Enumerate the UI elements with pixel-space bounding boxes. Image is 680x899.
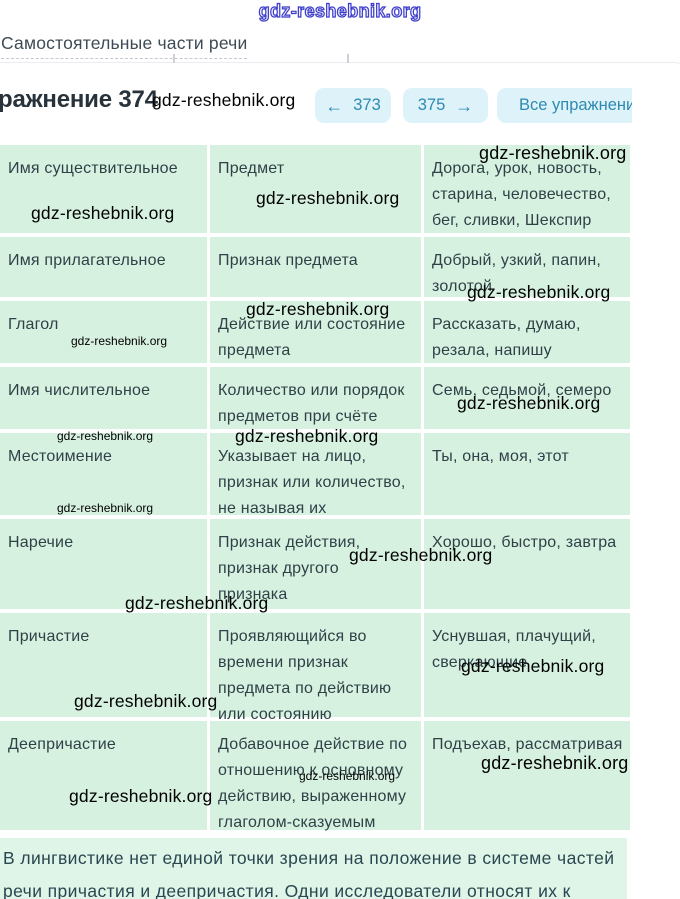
watermark: gdz-reshebnik.org [467,282,611,302]
table-cell-part: Деепричастие [0,721,207,830]
table-cell-part: Наречие [0,519,207,609]
table-cell-examples: Подъехав, рассматривая [424,721,630,830]
exercise-title: ражнение 374 [0,86,158,113]
watermark: gdz-reshebnik.org [31,203,175,223]
next-exercise-button[interactable]: 375 → [403,88,488,123]
watermark: gdz-reshebnik.org [299,769,396,783]
watermark: gdz-reshebnik.org [69,786,213,806]
table-cell-examples: Дорога, урок, новость, старина, человече… [424,145,630,233]
table-cell-meaning: Признак действия, признак другого призна… [210,519,421,609]
watermark: gdz-reshebnik.org [57,501,154,515]
watermark: gdz-reshebnik.org [71,334,168,348]
watermark: gdz-reshebnik.org [457,393,601,413]
breadcrumb-link[interactable]: Самостоятельные части речи [1,33,248,59]
watermark: gdz-reshebnik.org [461,656,605,676]
arrow-left-icon: ← [325,95,344,116]
table-cell-part: Местоимение [0,433,207,515]
all-exercises-button[interactable]: Все упражнения [497,88,632,123]
table-cell-part: Имя прилагательное [0,237,207,297]
watermark: gdz-reshebnik.org [246,299,390,319]
linguistics-note: В лингвистике нет единой точки зрения на… [0,838,627,899]
table-cell-examples: Рассказать, думаю, резала, напишу [424,301,630,363]
watermark: gdz-reshebnik.org [235,426,379,446]
table-cell-examples: Ты, она, моя, этот [424,433,630,515]
arrow-right-icon: → [455,95,474,116]
divider-tick [173,54,175,63]
table-cell-meaning: Действие или состояние предмета [210,301,421,363]
table-cell-part: Глагол [0,301,207,363]
table-cell-examples: Уснувшая, плачущий, сверкающие [424,613,630,717]
divider-tick [347,54,349,63]
all-exercises-label: Все упражнения [519,96,632,114]
parts-of-speech-table: Имя существительное Предмет Дорога, урок… [0,145,630,831]
prev-exercise-button[interactable]: ← 373 [315,88,391,123]
watermark: gdz-reshebnik.org [481,753,629,773]
table-cell-meaning: Проявляющийся во времени признак предмет… [210,613,421,723]
watermark: gdz-reshebnik.org [152,90,296,110]
table-cell-part: Имя существительное [0,145,207,233]
watermark: gdz-reshebnik.org [125,593,269,613]
table-cell-examples: Добрый, узкий, папин, золотой [424,237,630,297]
table-cell-meaning: Предмет [210,145,421,233]
table-cell-examples: Хорошо, быстро, завтра [424,519,630,609]
next-exercise-number: 375 [417,96,446,114]
watermark: gdz-reshebnik.org [349,545,493,565]
prev-exercise-number: 373 [353,96,381,114]
table-cell-meaning: Количество или порядок предметов при счё… [210,367,421,429]
watermark-top: gdz-reshebnik.org [258,0,422,21]
table-cell-part: Имя числительное [0,367,207,429]
table-cell-part: Причастие [0,613,207,717]
watermark: gdz-reshebnik.org [479,143,627,163]
watermark: gdz-reshebnik.org [74,691,218,711]
watermark: gdz-reshebnik.org [57,429,154,443]
table-cell-meaning: Добавочное действие по отношению к основ… [210,721,421,831]
table-cell-examples: Семь, седьмой, семеро [424,367,630,429]
watermark: gdz-reshebnik.org [256,188,400,208]
table-cell-meaning: Указывает на лицо, признак или количеств… [210,433,421,517]
table-cell-meaning: Признак предмета [210,237,421,297]
